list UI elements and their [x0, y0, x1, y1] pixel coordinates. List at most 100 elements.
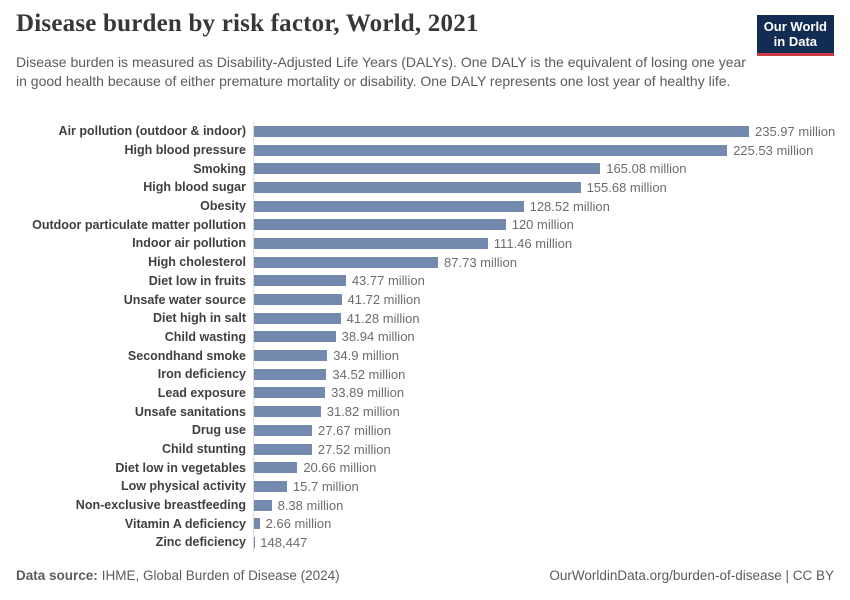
bar[interactable] [254, 312, 341, 324]
credit-link[interactable]: OurWorldinData.org/burden-of-disease | C… [549, 568, 834, 583]
plot-area: 2.66 million [253, 514, 834, 534]
value-label: 8.38 million [277, 497, 344, 513]
owid-logo[interactable]: Our World in Data [756, 15, 834, 56]
chart-row: Diet high in salt 41.28 million [16, 308, 834, 328]
category-label: Diet low in vegetables [115, 460, 246, 475]
value-label: 2.66 million [265, 516, 332, 532]
bar-chart: Air pollution (outdoor & indoor) 235.97 m… [16, 122, 835, 552]
category-label: Unsafe sanitations [134, 404, 246, 419]
value-label: 235.97 million [755, 123, 836, 139]
plot-area: 120 million [253, 215, 834, 235]
chart-row: Obesity 128.52 million [16, 196, 834, 216]
chart-row: Secondhand smoke 34.9 million [16, 346, 834, 365]
plot-area: 43.77 million [253, 271, 834, 291]
data-source: Data source: IHME, Global Burden of Disea… [16, 568, 340, 583]
value-label: 43.77 million [351, 273, 425, 289]
bar[interactable] [254, 368, 327, 380]
value-label: 165.08 million [606, 161, 687, 177]
bar[interactable] [254, 294, 342, 306]
bar[interactable] [254, 144, 728, 156]
chart-row: Drug use 27.67 million [16, 421, 834, 440]
chart-row: Lead exposure 33.89 million [16, 383, 834, 403]
bar[interactable] [254, 518, 260, 530]
chart-row: Non-exclusive breastfeeding 8.38 million [16, 495, 834, 515]
value-label: 31.82 million [326, 404, 400, 420]
value-label: 148,447 [260, 534, 308, 550]
category-label: Vitamin A deficiency [124, 516, 246, 531]
category-label: Child stunting [161, 442, 246, 457]
category-label: Smoking [193, 161, 246, 176]
category-label: High cholesterol [148, 255, 246, 270]
chart-row: Diet low in vegetables 20.66 million [16, 458, 834, 478]
chart-row: Diet low in fruits 43.77 million [16, 271, 834, 291]
chart-row: Child wasting 38.94 million [16, 327, 834, 347]
bar[interactable] [254, 331, 336, 343]
value-label: 15.7 million [292, 478, 359, 494]
bar[interactable] [254, 163, 601, 175]
category-label: High blood pressure [124, 143, 246, 158]
plot-area: 41.72 million [253, 290, 834, 309]
plot-area: 155.68 million [253, 178, 834, 197]
bar[interactable] [254, 499, 272, 511]
category-label: Diet high in salt [152, 311, 246, 326]
category-label: Iron deficiency [157, 367, 246, 382]
value-label: 87.73 million [444, 254, 518, 270]
bar[interactable] [254, 237, 488, 249]
bar[interactable] [254, 387, 326, 399]
category-label: Outdoor particulate matter pollution [32, 217, 246, 232]
plot-area: 225.53 million [253, 140, 834, 160]
value-label: 41.72 million [347, 292, 421, 308]
category-label: Unsafe water source [123, 292, 246, 307]
bar[interactable] [254, 125, 749, 137]
owid-logo-line2: in Data [773, 34, 818, 50]
value-label: 128.52 million [529, 198, 610, 214]
plot-area: 41.28 million [253, 308, 834, 328]
bar[interactable] [254, 443, 312, 455]
plot-area: 235.97 million [253, 122, 835, 141]
plot-area: 34.9 million [253, 346, 834, 365]
chart-row: Unsafe water source 41.72 million [16, 290, 834, 309]
value-label: 120 million [511, 217, 574, 233]
bar[interactable] [254, 480, 287, 492]
bar[interactable] [254, 406, 321, 418]
plot-area: 165.08 million [253, 159, 834, 179]
bar[interactable] [254, 424, 313, 436]
bar[interactable] [254, 256, 439, 268]
chart-row: Unsafe sanitations 31.82 million [16, 402, 834, 421]
value-label: 27.52 million [317, 441, 391, 457]
plot-area: 128.52 million [253, 196, 834, 216]
category-label: Diet low in fruits [148, 273, 246, 288]
chart-row: Zinc deficiency 148,447 [16, 533, 834, 552]
bar[interactable] [254, 200, 524, 212]
value-label: 27.67 million [318, 422, 392, 438]
bar[interactable] [254, 219, 506, 231]
category-label: Secondhand smoke [127, 348, 246, 363]
chart-row: Vitamin A deficiency 2.66 million [16, 514, 834, 534]
category-label: Drug use [191, 423, 246, 438]
page-title: Disease burden by risk factor, World, 20… [16, 10, 479, 37]
data-source-text: IHME, Global Burden of Disease (2024) [101, 568, 340, 583]
plot-area: 111.46 million [253, 234, 834, 253]
category-label: Obesity [200, 199, 246, 214]
category-label: Zinc deficiency [155, 535, 246, 550]
plot-area: 8.38 million [253, 495, 834, 515]
value-label: 111.46 million [493, 235, 573, 251]
value-label: 20.66 million [303, 460, 377, 476]
value-label: 155.68 million [586, 179, 667, 195]
category-label: Lead exposure [157, 385, 246, 400]
category-label: Low physical activity [120, 479, 246, 494]
chart-row: High blood sugar 155.68 million [16, 178, 834, 197]
chart-row: Iron deficiency 34.52 million [16, 364, 834, 384]
chart-row: Smoking 165.08 million [16, 159, 834, 179]
value-label: 225.53 million [733, 142, 814, 158]
category-label: High blood sugar [143, 180, 246, 195]
plot-area: 87.73 million [253, 252, 834, 272]
plot-area: 20.66 million [253, 458, 834, 478]
bar[interactable] [254, 462, 298, 474]
chart-row: High blood pressure 225.53 million [16, 140, 834, 160]
category-label: Indoor air pollution [132, 236, 246, 251]
bar[interactable] [254, 181, 581, 193]
bar[interactable] [254, 275, 346, 287]
bar[interactable] [254, 350, 328, 362]
chart-row: High cholesterol 87.73 million [16, 252, 834, 272]
